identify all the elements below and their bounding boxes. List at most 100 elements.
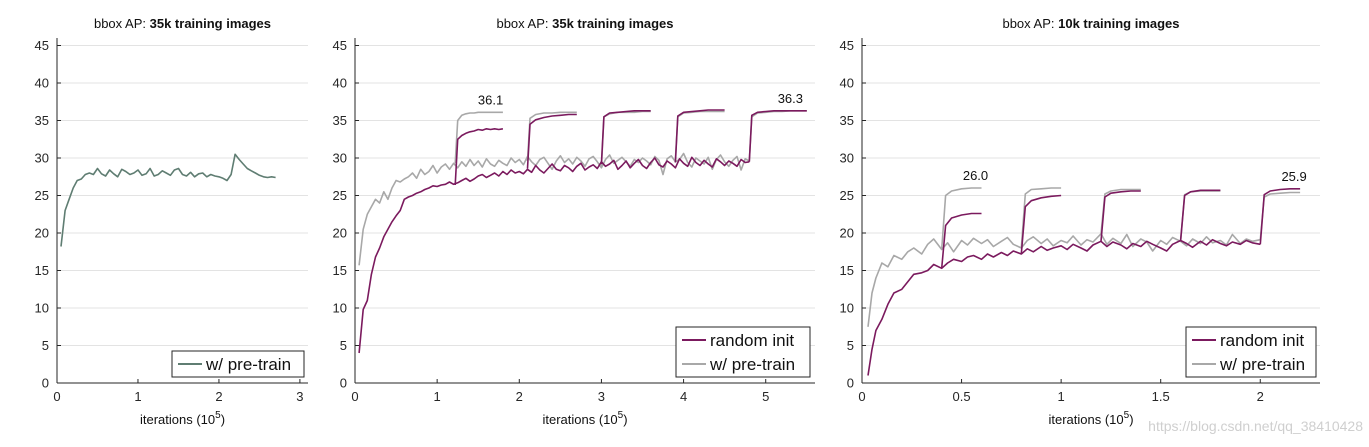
x-axis-label: iterations (105) bbox=[542, 410, 627, 427]
x-tick-label: 1 bbox=[434, 389, 441, 404]
x-tick-label: 2 bbox=[215, 389, 222, 404]
legend-label: w/ pre-train bbox=[1219, 355, 1305, 374]
y-tick-label: 40 bbox=[840, 76, 854, 91]
y-tick-label: 25 bbox=[840, 188, 854, 203]
series-line-w-pre-train-seg2 bbox=[526, 111, 577, 162]
x-tick-label: 0 bbox=[351, 389, 358, 404]
chart-title-prefix: bbox AP: bbox=[94, 16, 150, 31]
x-axis-label-suffix: ) bbox=[221, 412, 225, 427]
y-tick-label: 30 bbox=[840, 151, 854, 166]
y-tick-label: 5 bbox=[42, 338, 49, 353]
chart-title-bold: 10k training images bbox=[1058, 16, 1179, 31]
y-tick-label: 15 bbox=[840, 263, 854, 278]
chart-title: bbox AP: 10k training images bbox=[1002, 16, 1179, 31]
y-tick-label: 5 bbox=[847, 338, 854, 353]
watermark: https://blog.csdn.net/qq_38410428 bbox=[1148, 418, 1363, 434]
data-label: 26.0 bbox=[963, 168, 988, 183]
x-tick-label: 1.5 bbox=[1152, 389, 1170, 404]
x-tick-label: 3 bbox=[598, 389, 605, 404]
x-tick-label: 2 bbox=[1257, 389, 1264, 404]
series-line-random-init-seg3 bbox=[1100, 190, 1141, 242]
series-line-w-pre-train-seg4 bbox=[1179, 190, 1221, 242]
y-tick-label: 30 bbox=[333, 151, 347, 166]
series-line-w-pre-train-seg4 bbox=[674, 110, 725, 160]
series-line-random-init-seg5 bbox=[1259, 188, 1301, 245]
y-tick-label: 0 bbox=[340, 376, 347, 391]
chart-title-bold: 35k training images bbox=[552, 16, 673, 31]
x-axis-label-main: iterations (10 bbox=[1048, 412, 1123, 427]
y-tick-label: 20 bbox=[840, 226, 854, 241]
x-tick-label: 0 bbox=[53, 389, 60, 404]
legend-box bbox=[1185, 326, 1317, 378]
y-tick-label: 20 bbox=[333, 226, 347, 241]
legend: random init w/ pre-train bbox=[675, 326, 811, 378]
series-line-random-init-seg2 bbox=[526, 113, 577, 169]
chart-title: bbox AP: 35k training images bbox=[496, 16, 673, 31]
y-tick-label: 35 bbox=[333, 113, 347, 128]
series-line-random-init-seg0 bbox=[358, 156, 750, 354]
y-tick-label: 15 bbox=[333, 263, 347, 278]
chart-title-prefix: bbox AP: bbox=[496, 16, 552, 31]
x-tick-label: 5 bbox=[762, 389, 769, 404]
series-line-random-init-seg2 bbox=[1020, 194, 1062, 255]
legend-box bbox=[675, 326, 811, 378]
y-tick-label: 35 bbox=[840, 113, 854, 128]
series-line-w-pre-train-seg5 bbox=[748, 110, 807, 162]
chart-1: 0 5 10 15 20 25 30 35 40 45 0 1 2 3 bbox AP: 35k train… bbox=[35, 16, 308, 427]
chart-title: bbox AP: 35k training images bbox=[94, 16, 271, 31]
series-line-random-init-seg3 bbox=[600, 110, 651, 165]
x-axis-label: iterations (105) bbox=[1048, 410, 1133, 427]
x-tick-label: 0.5 bbox=[953, 389, 971, 404]
y-tick-label: 45 bbox=[35, 38, 49, 53]
series-line-w-pre-train-seg0 bbox=[867, 233, 1261, 327]
series-line-w-pre-train-seg1 bbox=[454, 111, 503, 164]
x-tick-label: 1 bbox=[134, 389, 141, 404]
legend: w/ pre-train bbox=[171, 350, 305, 378]
x-tick-label: 2 bbox=[516, 389, 523, 404]
series-line-random-init-seg4 bbox=[674, 109, 725, 163]
y-tick-label: 35 bbox=[35, 113, 49, 128]
y-tick-label: 25 bbox=[35, 188, 49, 203]
data-label: 36.1 bbox=[478, 92, 503, 107]
x-tick-label: 4 bbox=[680, 389, 687, 404]
x-axis-label-main: iterations (10 bbox=[542, 412, 617, 427]
legend: random init w/ pre-train bbox=[1185, 326, 1317, 378]
y-tick-label: 30 bbox=[35, 151, 49, 166]
y-tick-label: 45 bbox=[333, 38, 347, 53]
series-line-w-pre-train-seg0 bbox=[358, 152, 750, 266]
y-tick-label: 40 bbox=[333, 76, 347, 91]
legend-label: random init bbox=[1220, 331, 1304, 350]
x-tick-label: 1 bbox=[1058, 389, 1065, 404]
series-line-random-init-seg1 bbox=[940, 212, 982, 269]
data-label: 36.3 bbox=[778, 91, 803, 106]
y-tick-label: 5 bbox=[340, 338, 347, 353]
series-line-w-pre-train-seg2 bbox=[1020, 187, 1062, 249]
x-axis-label: iterations (105) bbox=[140, 410, 225, 427]
chart-title-prefix: bbox AP: bbox=[1002, 16, 1058, 31]
series-line-random-init-seg5 bbox=[748, 110, 807, 162]
series-line-random-init-seg4 bbox=[1179, 189, 1221, 241]
y-tick-label: 25 bbox=[333, 188, 347, 203]
x-axis-label-suffix: ) bbox=[623, 412, 627, 427]
y-tick-label: 20 bbox=[35, 226, 49, 241]
y-tick-label: 15 bbox=[35, 263, 49, 278]
series-line-random-init-seg1 bbox=[454, 128, 504, 186]
chart-3: 0 5 10 15 20 25 30 35 40 45 0 0.5 1 1.5 2 bbox AP: 10k … bbox=[840, 16, 1320, 427]
legend-label: random init bbox=[710, 331, 794, 350]
legend-label: w/ pre-train bbox=[709, 355, 795, 374]
y-tick-label: 0 bbox=[42, 376, 49, 391]
y-tick-label: 40 bbox=[35, 76, 49, 91]
x-tick-label: 3 bbox=[296, 389, 303, 404]
x-axis-label-main: iterations (10 bbox=[140, 412, 215, 427]
x-axis-label-exponent: 5 bbox=[215, 410, 221, 421]
data-label: 25.9 bbox=[1281, 169, 1306, 184]
y-tick-label: 10 bbox=[35, 301, 49, 316]
chart-title-bold: 35k training images bbox=[150, 16, 271, 31]
x-axis-label-exponent: 5 bbox=[1124, 410, 1130, 421]
x-axis-label-suffix: ) bbox=[1129, 412, 1133, 427]
y-tick-label: 10 bbox=[840, 301, 854, 316]
x-tick-label: 0 bbox=[858, 389, 865, 404]
